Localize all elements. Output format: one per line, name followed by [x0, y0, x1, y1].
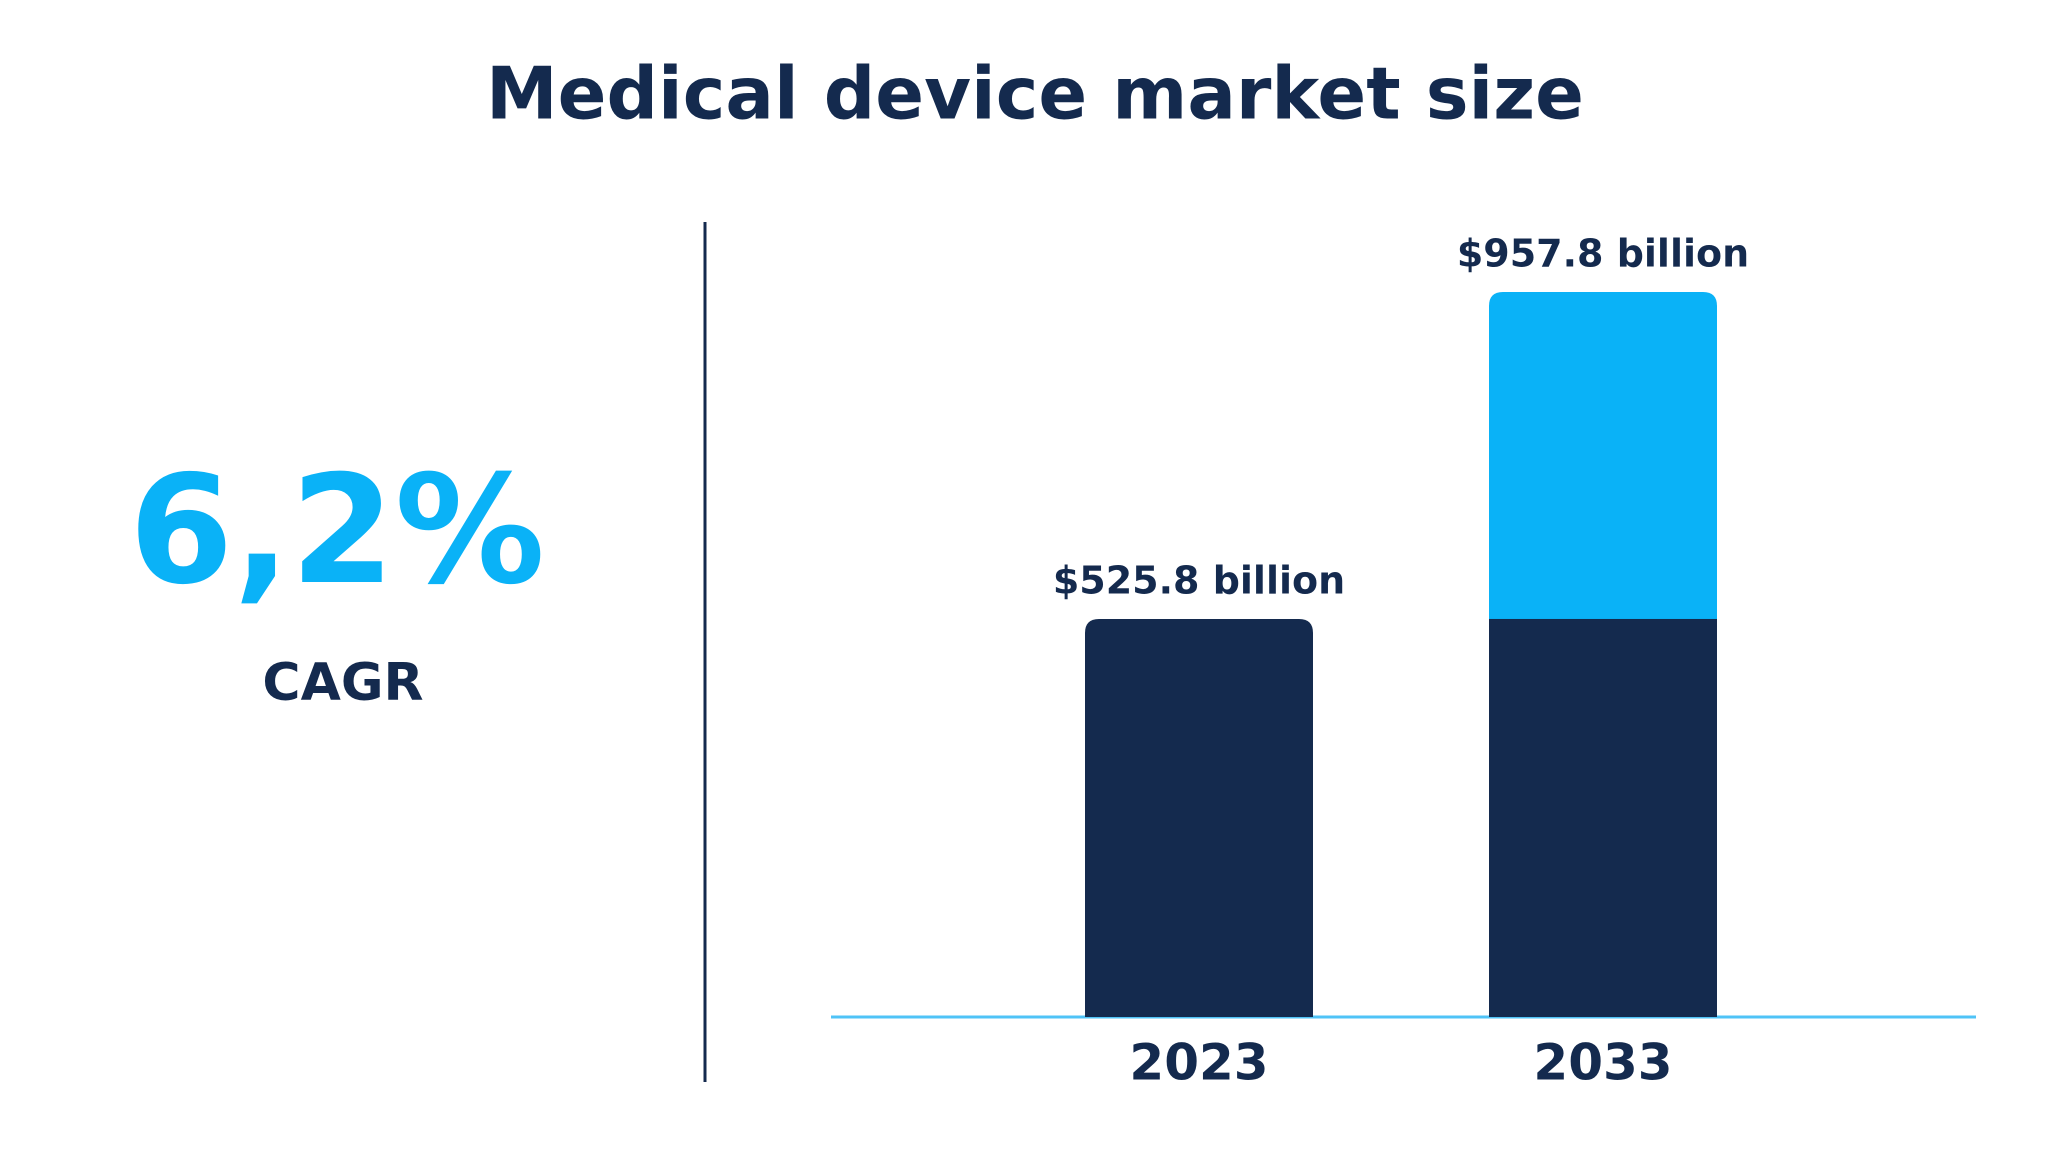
bar-growth	[1489, 291, 1717, 619]
x-tick-label: 2033	[1533, 1034, 1672, 1092]
chart-title: Medical device market size	[486, 52, 1584, 136]
kpi-label: CAGR	[262, 653, 423, 713]
bar	[1085, 618, 1313, 1017]
x-tick-label: 2023	[1129, 1034, 1268, 1092]
bar-base	[1489, 618, 1717, 1017]
value-label: $525.8 billion	[1053, 558, 1345, 602]
value-label: $957.8 billion	[1457, 231, 1749, 275]
kpi-value: 6,2%	[129, 444, 545, 618]
